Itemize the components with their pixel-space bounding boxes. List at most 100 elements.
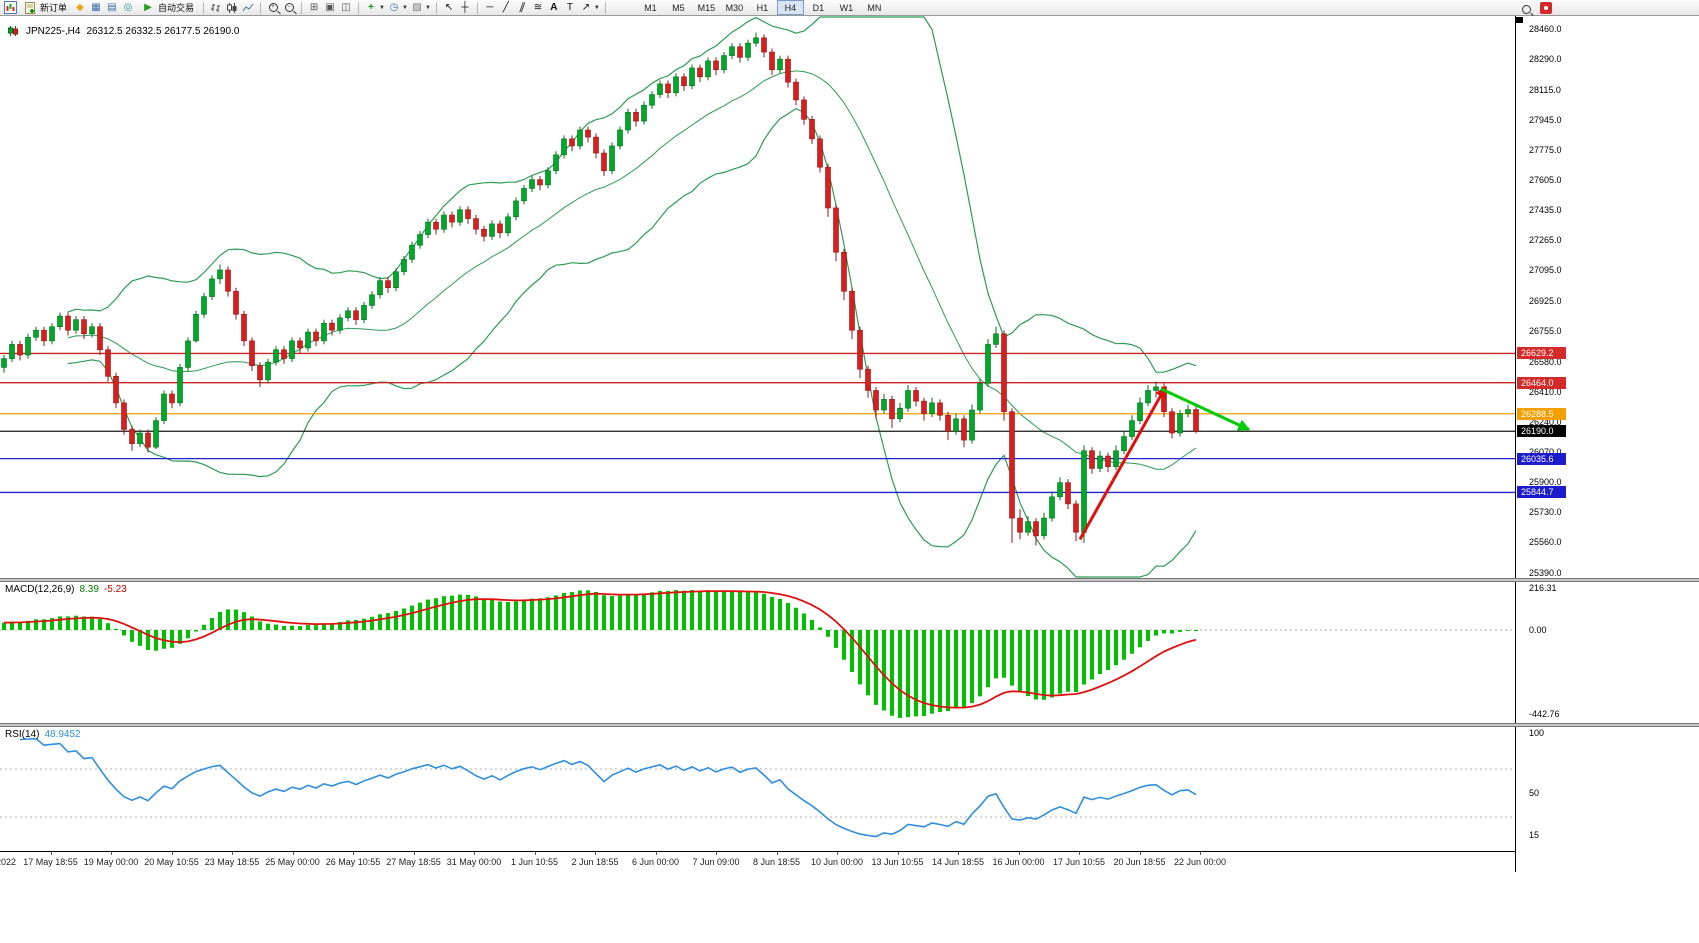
timeframe-d1-button[interactable]: D1 [812, 2, 825, 13]
time-axis[interactable]: 16 May 2022 17 May 18:55 19 May 00:00 20 Ma… [0, 851, 1515, 873]
rsi-chart[interactable] [0, 727, 1515, 851]
zoom-in-icon[interactable]: + [266, 1, 280, 15]
new-order-button[interactable]: 新订单 [19, 1, 71, 15]
time-tick-label: 20 May 10:55 [144, 857, 199, 867]
price-axis-marker [1516, 17, 1523, 23]
candlestick-chart[interactable] [0, 16, 1515, 578]
chevron-down-icon[interactable]: ▼ [401, 4, 408, 11]
fibonacci-icon[interactable]: ≋ [533, 1, 543, 13]
time-tick-label: 23 May 18:55 [204, 857, 260, 867]
pane-divider[interactable] [0, 723, 1699, 727]
price-tick-label: 25900.0 [1529, 477, 1562, 488]
time-tick [353, 852, 354, 855]
timeframe-m5-button[interactable]: M5 [672, 2, 685, 13]
macd-pane[interactable]: MACD(12,26,9) 8.39 -5.23 [0, 582, 1515, 723]
toolbar-separator [260, 1, 262, 14]
alerts-icon[interactable] [1540, 2, 1552, 14]
projection-down-arrow[interactable] [1160, 387, 1251, 431]
rsi-label: RSI(14) 48.9452 [5, 729, 81, 740]
autotrading-button[interactable]: ▶ 自动交易 [137, 1, 198, 15]
price-level-tag: 26190.0 [1517, 425, 1566, 438]
impulse-up-arrow[interactable] [1078, 385, 1167, 541]
timeframe-h1-button[interactable]: H1 [756, 2, 769, 13]
rsi-pane[interactable]: RSI(14) 48.9452 [0, 727, 1515, 851]
zoom-out-icon[interactable]: − [282, 1, 296, 15]
chevron-down-icon[interactable]: ▼ [424, 4, 431, 11]
time-tick [534, 852, 536, 855]
time-tick-label: 6 Jun 00:00 [631, 857, 680, 867]
timeframe-m30-button[interactable]: M30 [725, 2, 744, 13]
time-tick-label: 19 May 00:00 [83, 857, 139, 867]
timeframe-m15-button[interactable]: M15 [697, 2, 716, 13]
time-tick [1200, 852, 1201, 855]
timeframe-h4-button[interactable]: H4 [776, 0, 804, 15]
new-chart-icon[interactable] [3, 1, 17, 15]
search-icon[interactable] [1519, 2, 1533, 16]
time-tick-label: 1 Jun 10:55 [510, 857, 559, 867]
new-order-label: 新订单 [40, 3, 68, 13]
time-tick-label: 10 Jun 00:00 [810, 857, 864, 867]
cursor-icon[interactable]: ↖ [444, 1, 454, 13]
equidistant-channel-icon[interactable]: ∥ [517, 1, 527, 13]
crosshair-icon[interactable]: ┼ [461, 1, 469, 13]
time-tick-label: 25 May 00:00 [265, 857, 320, 867]
price-level-tag: 26035.6 [1517, 452, 1566, 465]
market-watch-icon[interactable]: ▦ [91, 1, 101, 13]
price-tick-label: 27265.0 [1529, 235, 1562, 246]
tile-windows-icon[interactable]: ⊞ [309, 1, 319, 13]
data-window-icon[interactable]: ▤ [107, 1, 117, 13]
macd-scale-label: -442.76 [1529, 708, 1560, 719]
candlestick-mode-icon[interactable] [225, 1, 239, 15]
trendline-icon[interactable]: ╱ [502, 1, 509, 13]
chevron-down-icon[interactable]: ▼ [593, 4, 600, 11]
price-tick-label: 26410.0 [1529, 386, 1562, 397]
price-tick-label: 26240.0 [1529, 416, 1562, 427]
time-tick-label: 16 Jun 00:00 [992, 857, 1045, 867]
time-tick [50, 852, 52, 855]
chevron-down-icon[interactable]: ▼ [379, 4, 385, 11]
timeframe-m1-button[interactable]: M1 [644, 2, 657, 13]
price-tick-label: 25390.0 [1529, 567, 1562, 578]
periods-icon[interactable]: ◷ [389, 1, 399, 13]
timeframe-mn-button[interactable]: MN [867, 2, 882, 13]
metaeditor-icon[interactable]: ◆ [76, 1, 84, 13]
time-tick [232, 852, 233, 855]
navigator-icon[interactable]: ◎ [123, 1, 133, 13]
arrows-tool-icon[interactable]: ↗ [581, 1, 591, 13]
templates-icon[interactable]: ▧ [412, 1, 422, 13]
rsi-scale-label: 50 [1529, 787, 1540, 798]
autotrading-play-icon: ▶ [144, 1, 152, 13]
time-tick-label: 14 Jun 18:55 [931, 857, 985, 867]
time-tick [1139, 852, 1141, 855]
autotrading-label: 自动交易 [158, 3, 195, 13]
price-tick-label: 26925.0 [1529, 295, 1562, 306]
time-tick-label: 26 May 10:55 [325, 857, 381, 867]
horizontal-line-icon[interactable]: ─ [486, 1, 494, 13]
price-tick-label: 27095.0 [1529, 265, 1562, 276]
time-tick [1018, 852, 1020, 855]
time-tick [1079, 852, 1080, 855]
indicators-icon[interactable]: + [368, 1, 374, 13]
time-tick [111, 852, 112, 855]
time-tick-label: 17 May 18:55 [23, 857, 78, 867]
arrange-windows-icon[interactable]: ◫ [341, 1, 351, 13]
price-tick-label: 27945.0 [1529, 114, 1562, 125]
price-tick-label: 25560.0 [1529, 537, 1562, 548]
label-icon[interactable]: T [566, 1, 573, 13]
time-tick-label: 8 Jun 18:55 [752, 857, 801, 867]
price-axis[interactable]: 26629.2 26464.0 26288.5 26035.6 25844.7 28460… [1515, 16, 1699, 872]
cascade-windows-icon[interactable]: ▣ [325, 1, 335, 13]
time-tick [837, 852, 838, 855]
pane-divider[interactable] [0, 578, 1699, 582]
symbol-chart-icon [6, 24, 20, 38]
macd-chart[interactable] [0, 582, 1515, 723]
price-chart-pane[interactable]: JPN225-,H4 26312.5 26332.5 26177.5 26190… [0, 16, 1515, 578]
time-tick [716, 852, 717, 855]
line-chart-mode-icon[interactable] [241, 1, 255, 15]
timeframe-w1-button[interactable]: W1 [839, 2, 854, 13]
text-icon[interactable]: A [550, 1, 558, 13]
time-tick-label: 2 Jun 18:55 [571, 857, 619, 867]
bar-chart-mode-icon[interactable] [209, 1, 223, 15]
time-tick [776, 852, 778, 855]
rsi-name: RSI(14) [5, 729, 40, 740]
